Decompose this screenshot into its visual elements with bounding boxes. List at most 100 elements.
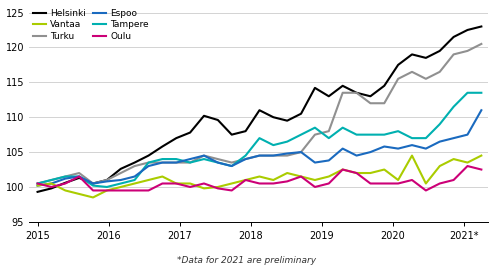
Oulu [464,165,470,168]
Vantaa [368,171,373,175]
Helsinki [104,178,110,182]
Helsinki [62,181,68,184]
Espoo [104,180,110,183]
Vantaa [340,168,346,171]
Oulu [381,182,387,185]
Vantaa [326,175,332,178]
Espoo [409,144,415,147]
Turku [76,171,82,175]
Line: Helsinki: Helsinki [38,26,481,192]
Tampere [395,130,401,133]
Turku [35,182,41,185]
Oulu [62,182,68,185]
Oulu [284,180,290,183]
Turku [464,49,470,52]
Turku [62,175,68,178]
Oulu [256,182,262,185]
Tampere [423,136,429,140]
Vantaa [76,192,82,196]
Tampere [48,178,54,182]
Espoo [160,161,165,164]
Oulu [340,168,346,171]
Oulu [215,187,221,190]
Espoo [354,154,360,157]
Espoo [451,136,456,140]
Vantaa [187,182,193,185]
Tampere [478,91,484,94]
Helsinki [118,167,124,170]
Vantaa [201,187,207,190]
Vantaa [256,175,262,178]
Helsinki [243,130,248,133]
Helsinki [229,133,235,136]
Turku [312,133,318,136]
Vantaa [173,182,179,185]
Vantaa [423,182,429,185]
Helsinki [437,49,443,52]
Tampere [340,126,346,129]
Vantaa [215,186,221,189]
Vantaa [478,154,484,157]
Tampere [132,178,138,182]
Espoo [298,151,304,154]
Vantaa [409,154,415,157]
Helsinki [464,28,470,32]
Oulu [229,189,235,192]
Tampere [35,182,41,185]
Tampere [270,144,276,147]
Tampere [90,184,96,187]
Turku [48,178,54,182]
Oulu [132,189,138,192]
Helsinki [90,182,96,185]
Helsinki [132,161,138,164]
Oulu [368,182,373,185]
Turku [354,91,360,94]
Tampere [284,140,290,143]
Oulu [478,168,484,171]
Espoo [381,145,387,148]
Vantaa [160,175,165,178]
Oulu [35,182,41,185]
Turku [132,165,138,168]
Turku [381,102,387,105]
Line: Oulu: Oulu [38,166,481,191]
Tampere [243,154,248,157]
Oulu [118,189,124,192]
Oulu [451,178,456,182]
Helsinki [270,116,276,119]
Turku [256,154,262,157]
Espoo [229,165,235,168]
Tampere [187,161,193,164]
Espoo [173,161,179,164]
Line: Tampere: Tampere [38,93,481,187]
Helsinki [478,25,484,28]
Helsinki [173,136,179,140]
Turku [215,157,221,161]
Oulu [187,186,193,189]
Oulu [409,178,415,182]
Helsinki [451,35,456,38]
Oulu [173,182,179,185]
Turku [437,70,443,73]
Vantaa [451,157,456,161]
Espoo [35,184,41,187]
Helsinki [326,95,332,98]
Helsinki [201,114,207,117]
Tampere [201,157,207,161]
Tampere [326,136,332,140]
Espoo [215,161,221,164]
Vantaa [354,171,360,175]
Vantaa [48,182,54,185]
Turku [409,70,415,73]
Helsinki [354,91,360,94]
Espoo [395,147,401,150]
Tampere [160,157,165,161]
Turku [118,171,124,175]
Tampere [173,157,179,161]
Helsinki [381,84,387,87]
Oulu [90,189,96,192]
Tampere [451,105,456,108]
Helsinki [215,118,221,122]
Vantaa [243,178,248,182]
Oulu [104,189,110,192]
